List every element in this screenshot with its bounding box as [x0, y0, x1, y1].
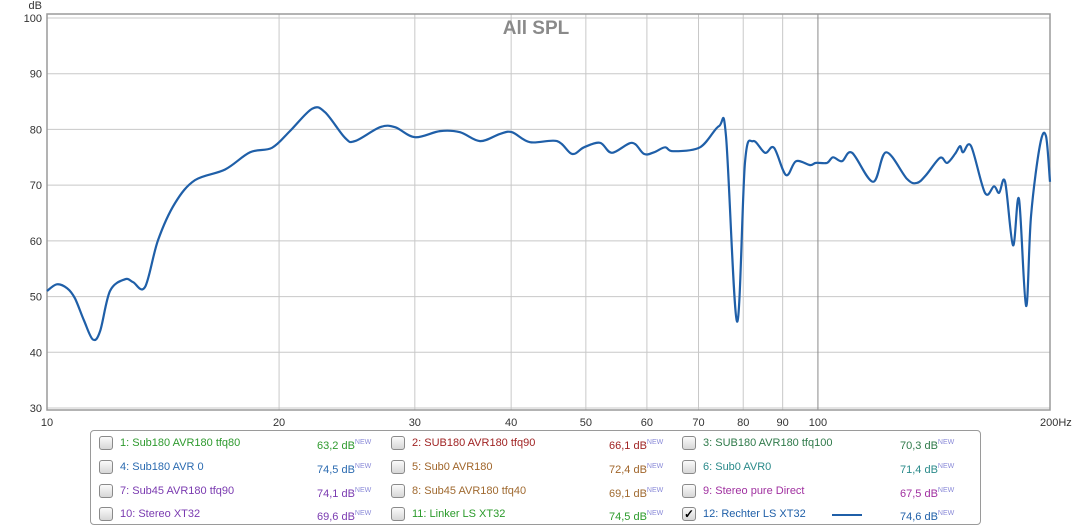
x-tick-label: 10 — [41, 417, 53, 429]
legend-label: 7: Sub45 AVR180 tfq90 — [120, 485, 235, 497]
legend-item: 5: Sub0 AVR180 72,4 dBNEW — [391, 457, 676, 477]
x-tick-label: 50 — [580, 417, 592, 429]
x-tick-label: 70 — [692, 417, 704, 429]
series-line — [46, 106, 1052, 342]
legend-item: ✓ 12: Rechter LS XT32 74,6 dBNEW — [682, 504, 967, 524]
legend-value-text: 74,5 dB — [317, 464, 355, 476]
y-tick-label: 40 — [30, 347, 42, 359]
new-badge: NEW — [646, 439, 664, 446]
x-tick-label: 90 — [777, 417, 789, 429]
legend-value-text: 72,4 dB — [609, 464, 647, 476]
legend-checkbox[interactable] — [99, 484, 113, 498]
legend-value-text: 74,5 dB — [609, 511, 647, 523]
legend-value-text: 67,5 dB — [900, 488, 938, 500]
legend-item: 6: Sub0 AVR0 71,4 dBNEW — [682, 457, 967, 477]
legend-item: 3: SUB180 AVR180 tfq100 70,3 dBNEW — [682, 433, 967, 453]
legend-value: 66,1 dBNEW — [609, 433, 663, 456]
legend-item: 9: Stereo pure Direct 67,5 dBNEW — [682, 481, 967, 501]
legend-checkbox[interactable] — [391, 484, 405, 498]
legend-value: 70,3 dBNEW — [900, 433, 954, 456]
legend-item: 2: SUB180 AVR180 tfq90 66,1 dBNEW — [391, 433, 676, 453]
new-badge: NEW — [646, 510, 664, 517]
legend-label: 2: SUB180 AVR180 tfq90 — [412, 437, 536, 449]
x-tick-label: 80 — [737, 417, 749, 429]
x-tick-label: 30 — [409, 417, 421, 429]
legend-label: 1: Sub180 AVR180 tfq80 — [120, 437, 241, 449]
new-badge: NEW — [354, 463, 372, 470]
y-tick-label: 30 — [30, 403, 42, 415]
legend-item: 8: Sub45 AVR180 tfq40 69,1 dBNEW — [391, 481, 676, 501]
legend-value: 63,2 dBNEW — [317, 433, 371, 456]
legend-value-text: 69,6 dB — [317, 511, 355, 523]
legend-value-text: 74,6 dB — [900, 511, 938, 523]
legend-value: 72,4 dBNEW — [609, 457, 663, 480]
y-tick-label: 80 — [30, 124, 42, 136]
y-tick-label: 50 — [30, 292, 42, 304]
legend-value-text: 70,3 dB — [900, 440, 938, 452]
legend-checkbox[interactable] — [682, 436, 696, 450]
x-tick-label: 20 — [273, 417, 285, 429]
x-tick-label: 40 — [505, 417, 517, 429]
new-badge: NEW — [937, 463, 955, 470]
legend: 1: Sub180 AVR180 tfq80 63,2 dBNEW 2: SUB18… — [90, 430, 981, 525]
y-tick-label: 90 — [30, 69, 42, 81]
legend-checkbox[interactable] — [682, 484, 696, 498]
plot-area — [47, 14, 1050, 410]
legend-value-text: 69,1 dB — [609, 488, 647, 500]
new-badge: NEW — [354, 510, 372, 517]
legend-value: 74,5 dBNEW — [609, 504, 663, 527]
spl-chart: 30 40 50 60 70 80 90 100 10 20 30 40 50 60 70 80 90 100 20… — [24, 0, 1072, 429]
legend-item: 1: Sub180 AVR180 tfq80 63,2 dBNEW — [99, 433, 384, 453]
legend-value: 69,1 dBNEW — [609, 481, 663, 504]
legend-item: 4: Sub180 AVR 0 74,5 dBNEW — [99, 457, 384, 477]
legend-value: 69,6 dBNEW — [317, 504, 371, 527]
new-badge: NEW — [937, 439, 955, 446]
legend-value: 74,5 dBNEW — [317, 457, 371, 480]
legend-checkbox[interactable] — [99, 436, 113, 450]
chart-title: All SPL — [503, 18, 570, 39]
legend-line-swatch — [832, 514, 862, 516]
new-badge: NEW — [354, 439, 372, 446]
legend-label: 8: Sub45 AVR180 tfq40 — [412, 485, 527, 497]
legend-value-text: 66,1 dB — [609, 440, 647, 452]
legend-checkbox[interactable] — [391, 460, 405, 474]
legend-value: 71,4 dBNEW — [900, 457, 954, 480]
legend-checkbox[interactable] — [99, 507, 113, 521]
legend-label: 10: Stereo XT32 — [120, 508, 201, 520]
legend-value: 74,1 dBNEW — [317, 481, 371, 504]
legend-checkbox[interactable] — [391, 436, 405, 450]
legend-item: 7: Sub45 AVR180 tfq90 74,1 dBNEW — [99, 481, 384, 501]
legend-checkbox[interactable] — [682, 460, 696, 474]
new-badge: NEW — [354, 487, 372, 494]
legend-label: 3: SUB180 AVR180 tfq100 — [703, 437, 833, 449]
legend-label: 5: Sub0 AVR180 — [412, 461, 493, 473]
legend-value-text: 71,4 dB — [900, 464, 938, 476]
new-badge: NEW — [937, 510, 955, 517]
x-tick-label: 200Hz — [1040, 417, 1072, 429]
new-badge: NEW — [646, 487, 664, 494]
new-badge: NEW — [937, 487, 955, 494]
y-axis-label: dB — [29, 0, 42, 12]
y-tick-label: 60 — [30, 236, 42, 248]
legend-value-text: 74,1 dB — [317, 488, 355, 500]
legend-item: 10: Stereo XT32 69,6 dBNEW — [99, 504, 384, 524]
y-tick-label: 70 — [30, 180, 42, 192]
legend-label: 4: Sub180 AVR 0 — [120, 461, 204, 473]
legend-label: 9: Stereo pure Direct — [703, 485, 805, 497]
legend-label: 11: Linker LS XT32 — [412, 508, 506, 520]
legend-checkbox[interactable] — [99, 460, 113, 474]
legend-label: 6: Sub0 AVR0 — [703, 461, 772, 473]
plot-border — [46, 13, 1051, 411]
new-badge: NEW — [646, 463, 664, 470]
y-tick-label: 100 — [24, 13, 42, 25]
legend-value: 67,5 dBNEW — [900, 481, 954, 504]
x-tick-label: 100 — [809, 417, 827, 429]
x-tick-label: 60 — [641, 417, 653, 429]
legend-label: 12: Rechter LS XT32 — [703, 508, 806, 520]
legend-value-text: 63,2 dB — [317, 440, 355, 452]
legend-value: 74,6 dBNEW — [900, 504, 954, 527]
legend-checkbox[interactable] — [391, 507, 405, 521]
legend-item: 11: Linker LS XT32 74,5 dBNEW — [391, 504, 676, 524]
legend-checkbox[interactable]: ✓ — [682, 507, 696, 521]
